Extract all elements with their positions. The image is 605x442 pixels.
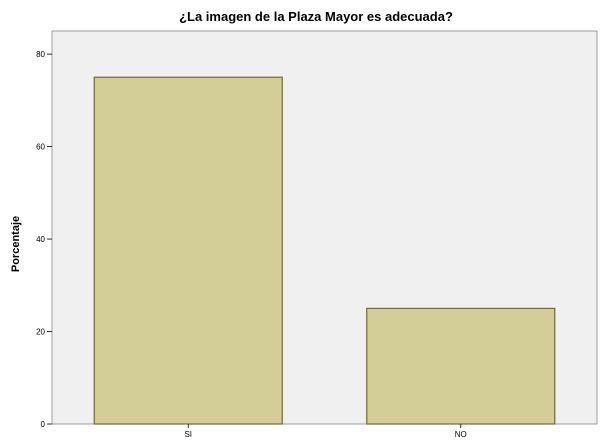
- y-tick-label: 20: [36, 328, 45, 337]
- bar-si: [93, 76, 283, 425]
- x-tick-label: SI: [184, 430, 192, 439]
- y-tick-label: 40: [36, 235, 45, 244]
- bar-no: [366, 307, 556, 425]
- bars-layer: [93, 76, 556, 425]
- y-tick-label: 0: [41, 420, 46, 429]
- chart-title: ¿La imagen de la Plaza Mayor es adecuada…: [179, 9, 453, 24]
- x-tick-label: NO: [455, 430, 467, 439]
- y-tick-label: 60: [36, 143, 45, 152]
- y-tick-label: 80: [36, 50, 45, 59]
- x-axis: SI NO: [184, 424, 467, 439]
- y-axis: 0 20 40 60 80: [36, 50, 52, 429]
- y-axis-label: Porcentaje: [10, 216, 22, 272]
